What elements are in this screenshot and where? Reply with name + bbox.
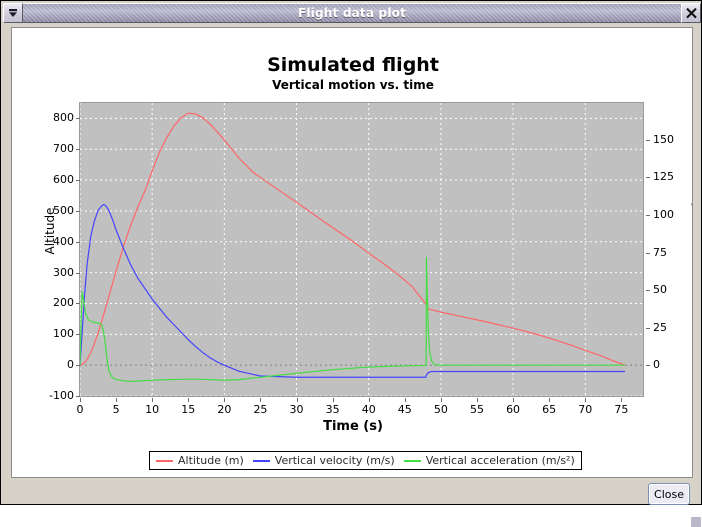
x-tick-30: 30 <box>289 403 304 416</box>
series-line-2 <box>80 256 625 383</box>
y-right-tick-0: 0 <box>653 358 660 372</box>
x-tick-45: 45 <box>397 403 412 416</box>
tick-mark <box>76 210 80 212</box>
tick-mark <box>646 290 650 292</box>
x-tick-5: 5 <box>112 403 120 416</box>
tick-mark <box>332 398 334 402</box>
tick-mark <box>188 398 190 402</box>
y-left-tick-400: 400 <box>53 234 74 248</box>
tick-mark <box>549 398 551 402</box>
y-right-tick-150: 150 <box>653 132 674 146</box>
x-tick-0: 0 <box>76 403 84 416</box>
y-right-tick-25: 25 <box>653 320 667 334</box>
chart-panel: Simulated flight Vertical motion vs. tim… <box>11 27 693 478</box>
resize-grip[interactable] <box>691 517 701 527</box>
tick-mark <box>76 272 80 274</box>
legend-label-1: Vertical velocity (m/s) <box>274 454 395 467</box>
x-tick-50: 50 <box>433 403 448 416</box>
x-tick-55: 55 <box>469 403 484 416</box>
legend-label-2: Vertical acceleration (m/s²) <box>425 454 575 467</box>
x-tick-25: 25 <box>253 403 268 416</box>
legend-entry-2: Vertical acceleration (m/s²) <box>403 454 575 467</box>
window-titlebar[interactable]: Flight data plot <box>3 3 701 23</box>
tick-mark <box>116 398 118 402</box>
y-left-tick-800: 800 <box>53 111 74 125</box>
y-left-tick-200: 200 <box>53 296 74 310</box>
window-content: Simulated flight Vertical motion vs. tim… <box>3 25 701 527</box>
x-tick-40: 40 <box>361 403 376 416</box>
chart-legend: Altitude (m) Vertical velocity (m/s) Verti… <box>149 451 582 470</box>
tick-mark <box>646 177 650 179</box>
tick-mark <box>646 327 650 329</box>
y-right-tick-100: 100 <box>653 207 674 221</box>
tick-mark <box>76 180 80 182</box>
tick-mark <box>646 214 650 216</box>
y-left-tick-300: 300 <box>53 265 74 279</box>
chart-title: Simulated flight <box>267 54 439 76</box>
plot-svg <box>80 103 643 396</box>
x-tick-75: 75 <box>614 403 629 416</box>
legend-entry-0: Altitude (m) <box>156 454 244 467</box>
window-title: Flight data plot <box>297 6 407 20</box>
menu-triangle-icon[interactable] <box>3 3 23 23</box>
legend-swatch-0 <box>156 459 173 462</box>
plot-area <box>79 102 644 397</box>
tick-mark <box>646 139 650 141</box>
x-tick-65: 65 <box>542 403 557 416</box>
tick-mark <box>646 365 650 367</box>
tick-mark <box>76 396 80 397</box>
tick-mark <box>513 398 515 402</box>
series-lines <box>80 112 626 383</box>
x-tick-60: 60 <box>506 403 521 416</box>
y-left-tick-600: 600 <box>53 173 74 187</box>
x-tick-35: 35 <box>325 403 340 416</box>
x-tick-10: 10 <box>145 403 160 416</box>
y-left-tick--100: -100 <box>49 389 74 402</box>
tick-mark <box>646 252 650 254</box>
tick-mark <box>476 398 478 402</box>
y-right-tick-125: 125 <box>653 170 674 184</box>
tick-mark <box>260 398 262 402</box>
tick-mark <box>404 398 406 402</box>
y-left-tick-100: 100 <box>53 327 74 341</box>
series-line-0 <box>80 112 626 366</box>
x-axis-label: Time (s) <box>323 419 383 434</box>
tick-mark <box>76 303 80 305</box>
y-right-tick-75: 75 <box>653 245 667 259</box>
close-x-icon[interactable] <box>681 3 701 23</box>
tick-mark <box>440 398 442 402</box>
y-left-tick-700: 700 <box>53 142 74 156</box>
tick-mark <box>76 241 80 243</box>
titlebar-strip: Flight data plot <box>23 3 681 23</box>
series-line-1 <box>80 203 625 378</box>
legend-label-0: Altitude (m) <box>178 454 244 467</box>
tick-mark <box>76 118 80 120</box>
gridlines <box>80 103 643 396</box>
tick-mark <box>76 334 80 336</box>
tick-mark <box>621 398 623 402</box>
tick-mark <box>368 398 370 402</box>
tick-mark <box>76 149 80 151</box>
y-left-tick-500: 500 <box>53 203 74 217</box>
y-right-tick-50: 50 <box>653 283 667 297</box>
legend-swatch-1 <box>252 459 270 462</box>
close-button[interactable]: Close <box>648 483 690 505</box>
x-tick-15: 15 <box>181 403 196 416</box>
x-tick-20: 20 <box>217 403 232 416</box>
legend-swatch-2 <box>403 459 421 462</box>
legend-entry-1: Vertical velocity (m/s) <box>252 454 395 467</box>
tick-mark <box>224 398 226 402</box>
y-left-tick-0: 0 <box>67 358 74 372</box>
chart-subtitle: Vertical motion vs. time <box>272 78 434 92</box>
x-tick-70: 70 <box>578 403 593 416</box>
tick-mark <box>80 398 81 402</box>
tick-mark <box>585 398 587 402</box>
tick-mark <box>76 365 80 367</box>
tick-mark <box>152 398 154 402</box>
tick-mark <box>296 398 298 402</box>
